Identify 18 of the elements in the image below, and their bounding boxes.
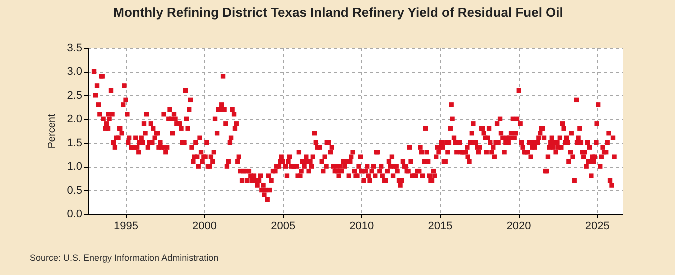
y-axis-title: Percent bbox=[47, 114, 58, 149]
chart-title: Monthly Refining District Texas Inland Refinery Yield of Residual Fuel Oil bbox=[114, 5, 564, 20]
x-tick-label: 2005 bbox=[271, 220, 296, 232]
x-tick-label: 2010 bbox=[350, 220, 374, 232]
y-tick-label: 2.0 bbox=[67, 114, 82, 126]
y-tick-label: 0.0 bbox=[67, 208, 82, 220]
x-tick-label: 2000 bbox=[192, 220, 218, 232]
y-tick-label: 0.5 bbox=[67, 184, 82, 197]
x-tick-label: 2025 bbox=[585, 220, 610, 232]
source-note: Source: U.S. Energy Information Administration bbox=[30, 253, 219, 263]
y-tick-label: 1.0 bbox=[67, 161, 82, 174]
y-tick-label: 3.0 bbox=[67, 66, 82, 78]
y-tick-label: 3.5 bbox=[67, 42, 82, 54]
x-tick-label: 2020 bbox=[506, 220, 532, 232]
y-tick-label: 2.5 bbox=[67, 90, 82, 102]
y-tick-label: 1.5 bbox=[67, 137, 82, 150]
x-tick-label: 2015 bbox=[428, 220, 453, 232]
x-tick-label: 1995 bbox=[114, 220, 138, 232]
